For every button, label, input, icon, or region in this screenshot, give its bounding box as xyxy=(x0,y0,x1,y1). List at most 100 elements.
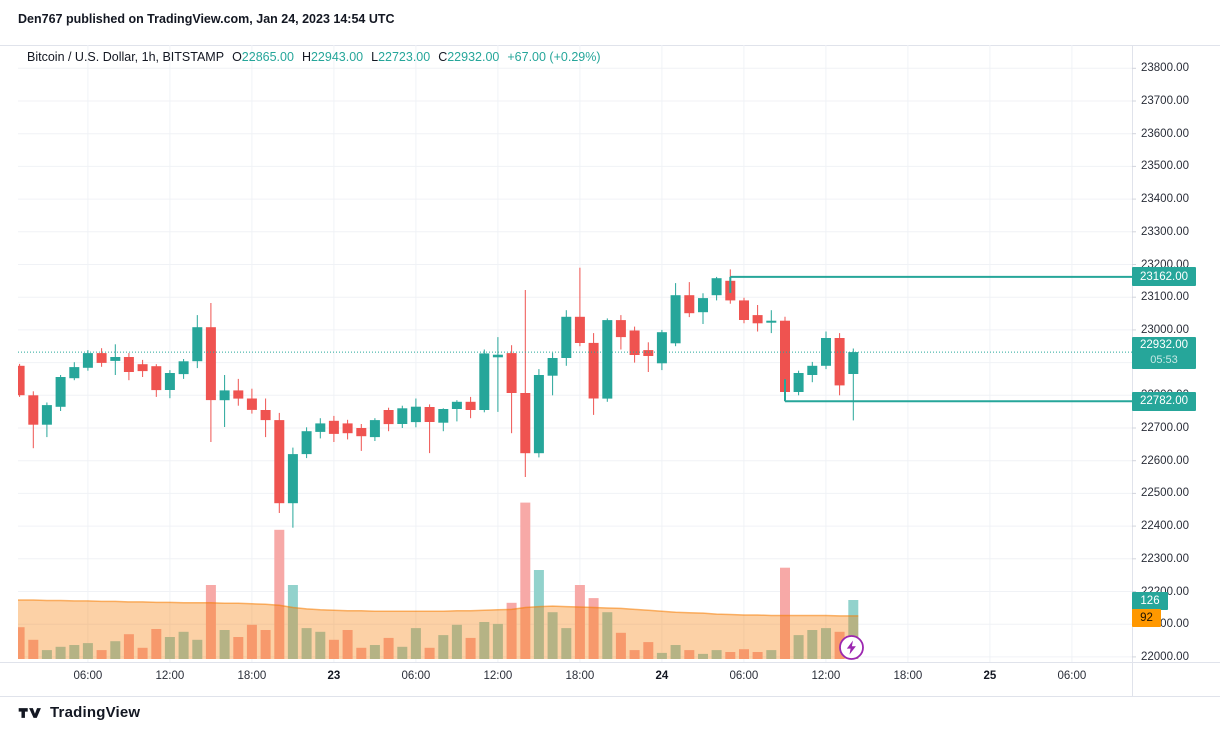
volume-bar xyxy=(684,650,695,659)
volume-bar xyxy=(602,612,613,659)
legend-close: C22932.00 xyxy=(438,50,500,64)
time-tick-label: 06:00 xyxy=(401,670,431,682)
volume-bar xyxy=(137,647,148,659)
volume-bar xyxy=(260,630,271,659)
price-tick-label: 23700.00 xyxy=(1141,95,1189,107)
brand-text: TradingView xyxy=(50,704,141,721)
time-tick-label: 12:00 xyxy=(811,670,841,682)
volume-bar xyxy=(766,650,777,659)
time-tick-label: 06:00 xyxy=(729,670,759,682)
volume-bar xyxy=(807,630,818,659)
volume-bar xyxy=(69,645,80,659)
candle xyxy=(711,278,722,296)
candle xyxy=(383,410,394,425)
volume-bar xyxy=(670,645,681,659)
volume-bar xyxy=(492,623,503,659)
price-tick-label: 23400.00 xyxy=(1141,193,1189,206)
candle xyxy=(151,366,162,391)
candle xyxy=(18,365,25,396)
volume-bar xyxy=(506,602,517,659)
price-tick-label: 23800.00 xyxy=(1141,62,1189,75)
candle xyxy=(55,377,66,407)
price-line-ray[interactable] xyxy=(729,275,1132,293)
candle xyxy=(205,327,216,401)
tradingview-brand-link[interactable]: TradingView xyxy=(18,704,140,721)
candle xyxy=(219,390,230,401)
volume-bar xyxy=(192,639,203,659)
candle xyxy=(807,365,818,375)
volume-bar xyxy=(821,628,831,659)
time-tick-label: 18:00 xyxy=(237,670,267,682)
time-tick-label: 18:00 xyxy=(565,670,595,682)
volume-bar xyxy=(356,647,367,659)
candle xyxy=(438,409,449,423)
bar-countdown: 05:53 xyxy=(1150,354,1178,367)
candle xyxy=(520,393,531,454)
time-tick-label: 12:00 xyxy=(155,670,185,682)
candle xyxy=(328,420,339,434)
volume-bar xyxy=(465,637,476,659)
price-tick-label: 22400.00 xyxy=(1141,520,1189,533)
time-tick-label: 18:00 xyxy=(893,670,923,682)
lightning-icon[interactable] xyxy=(838,634,865,661)
volume-bar xyxy=(205,585,216,659)
candle xyxy=(848,352,859,374)
candle xyxy=(574,316,585,343)
candle xyxy=(123,357,134,372)
price-line-ray[interactable] xyxy=(784,379,1132,403)
time-axis-separator xyxy=(0,662,1220,663)
candle xyxy=(602,320,613,399)
legend-low: L22723.00 xyxy=(371,50,431,64)
candle xyxy=(315,423,326,432)
candle xyxy=(451,401,462,409)
candle xyxy=(246,398,257,410)
volume-bar xyxy=(520,502,531,659)
candle xyxy=(274,420,285,504)
volume-bar xyxy=(793,635,804,659)
volume-ma-edge xyxy=(18,599,859,617)
volume-bar xyxy=(151,629,162,659)
time-tick-label: 06:00 xyxy=(73,670,103,682)
candle xyxy=(233,390,244,399)
candle xyxy=(780,320,790,392)
volume-ma-area xyxy=(18,600,859,659)
price-axis-separator xyxy=(1132,45,1133,697)
volume-bar xyxy=(615,632,626,659)
volume-bar xyxy=(123,634,134,659)
candle xyxy=(96,353,107,363)
volume-bar xyxy=(397,646,408,659)
volume-bar xyxy=(301,628,312,659)
volume-bar xyxy=(424,647,435,659)
volume-value-badge: 126 xyxy=(1132,592,1168,610)
candle xyxy=(178,361,189,375)
volume-bar xyxy=(233,637,244,659)
current-price-badge: 22932.00 05:53 xyxy=(1132,337,1196,370)
grid-layer xyxy=(18,45,1136,662)
volume-bar xyxy=(438,635,449,659)
candle xyxy=(465,401,476,410)
candle xyxy=(684,295,695,314)
volume-bar xyxy=(96,650,107,659)
price-tick-label: 22500.00 xyxy=(1141,487,1189,500)
time-tick-label: 25 xyxy=(983,670,997,682)
candle xyxy=(356,428,367,437)
candle xyxy=(69,367,80,379)
candle xyxy=(492,354,503,358)
volume-pane xyxy=(18,502,859,659)
candle xyxy=(766,320,777,323)
price-tick-label: 23000.00 xyxy=(1141,323,1189,336)
chart-widget-frame xyxy=(0,45,1220,697)
volume-bar xyxy=(287,585,298,659)
symbol-legend[interactable]: Bitcoin / U.S. Dollar, 1h, BITSTAMP O228… xyxy=(27,50,601,64)
candle xyxy=(615,320,626,338)
candle xyxy=(41,405,52,425)
time-tick-label: 24 xyxy=(655,670,669,682)
price-tick-label: 22700.00 xyxy=(1141,422,1189,434)
candle xyxy=(82,353,93,368)
candle xyxy=(164,373,175,390)
candle xyxy=(410,406,421,423)
candle xyxy=(506,353,517,393)
candle xyxy=(629,330,640,355)
volume-bar xyxy=(574,585,585,659)
